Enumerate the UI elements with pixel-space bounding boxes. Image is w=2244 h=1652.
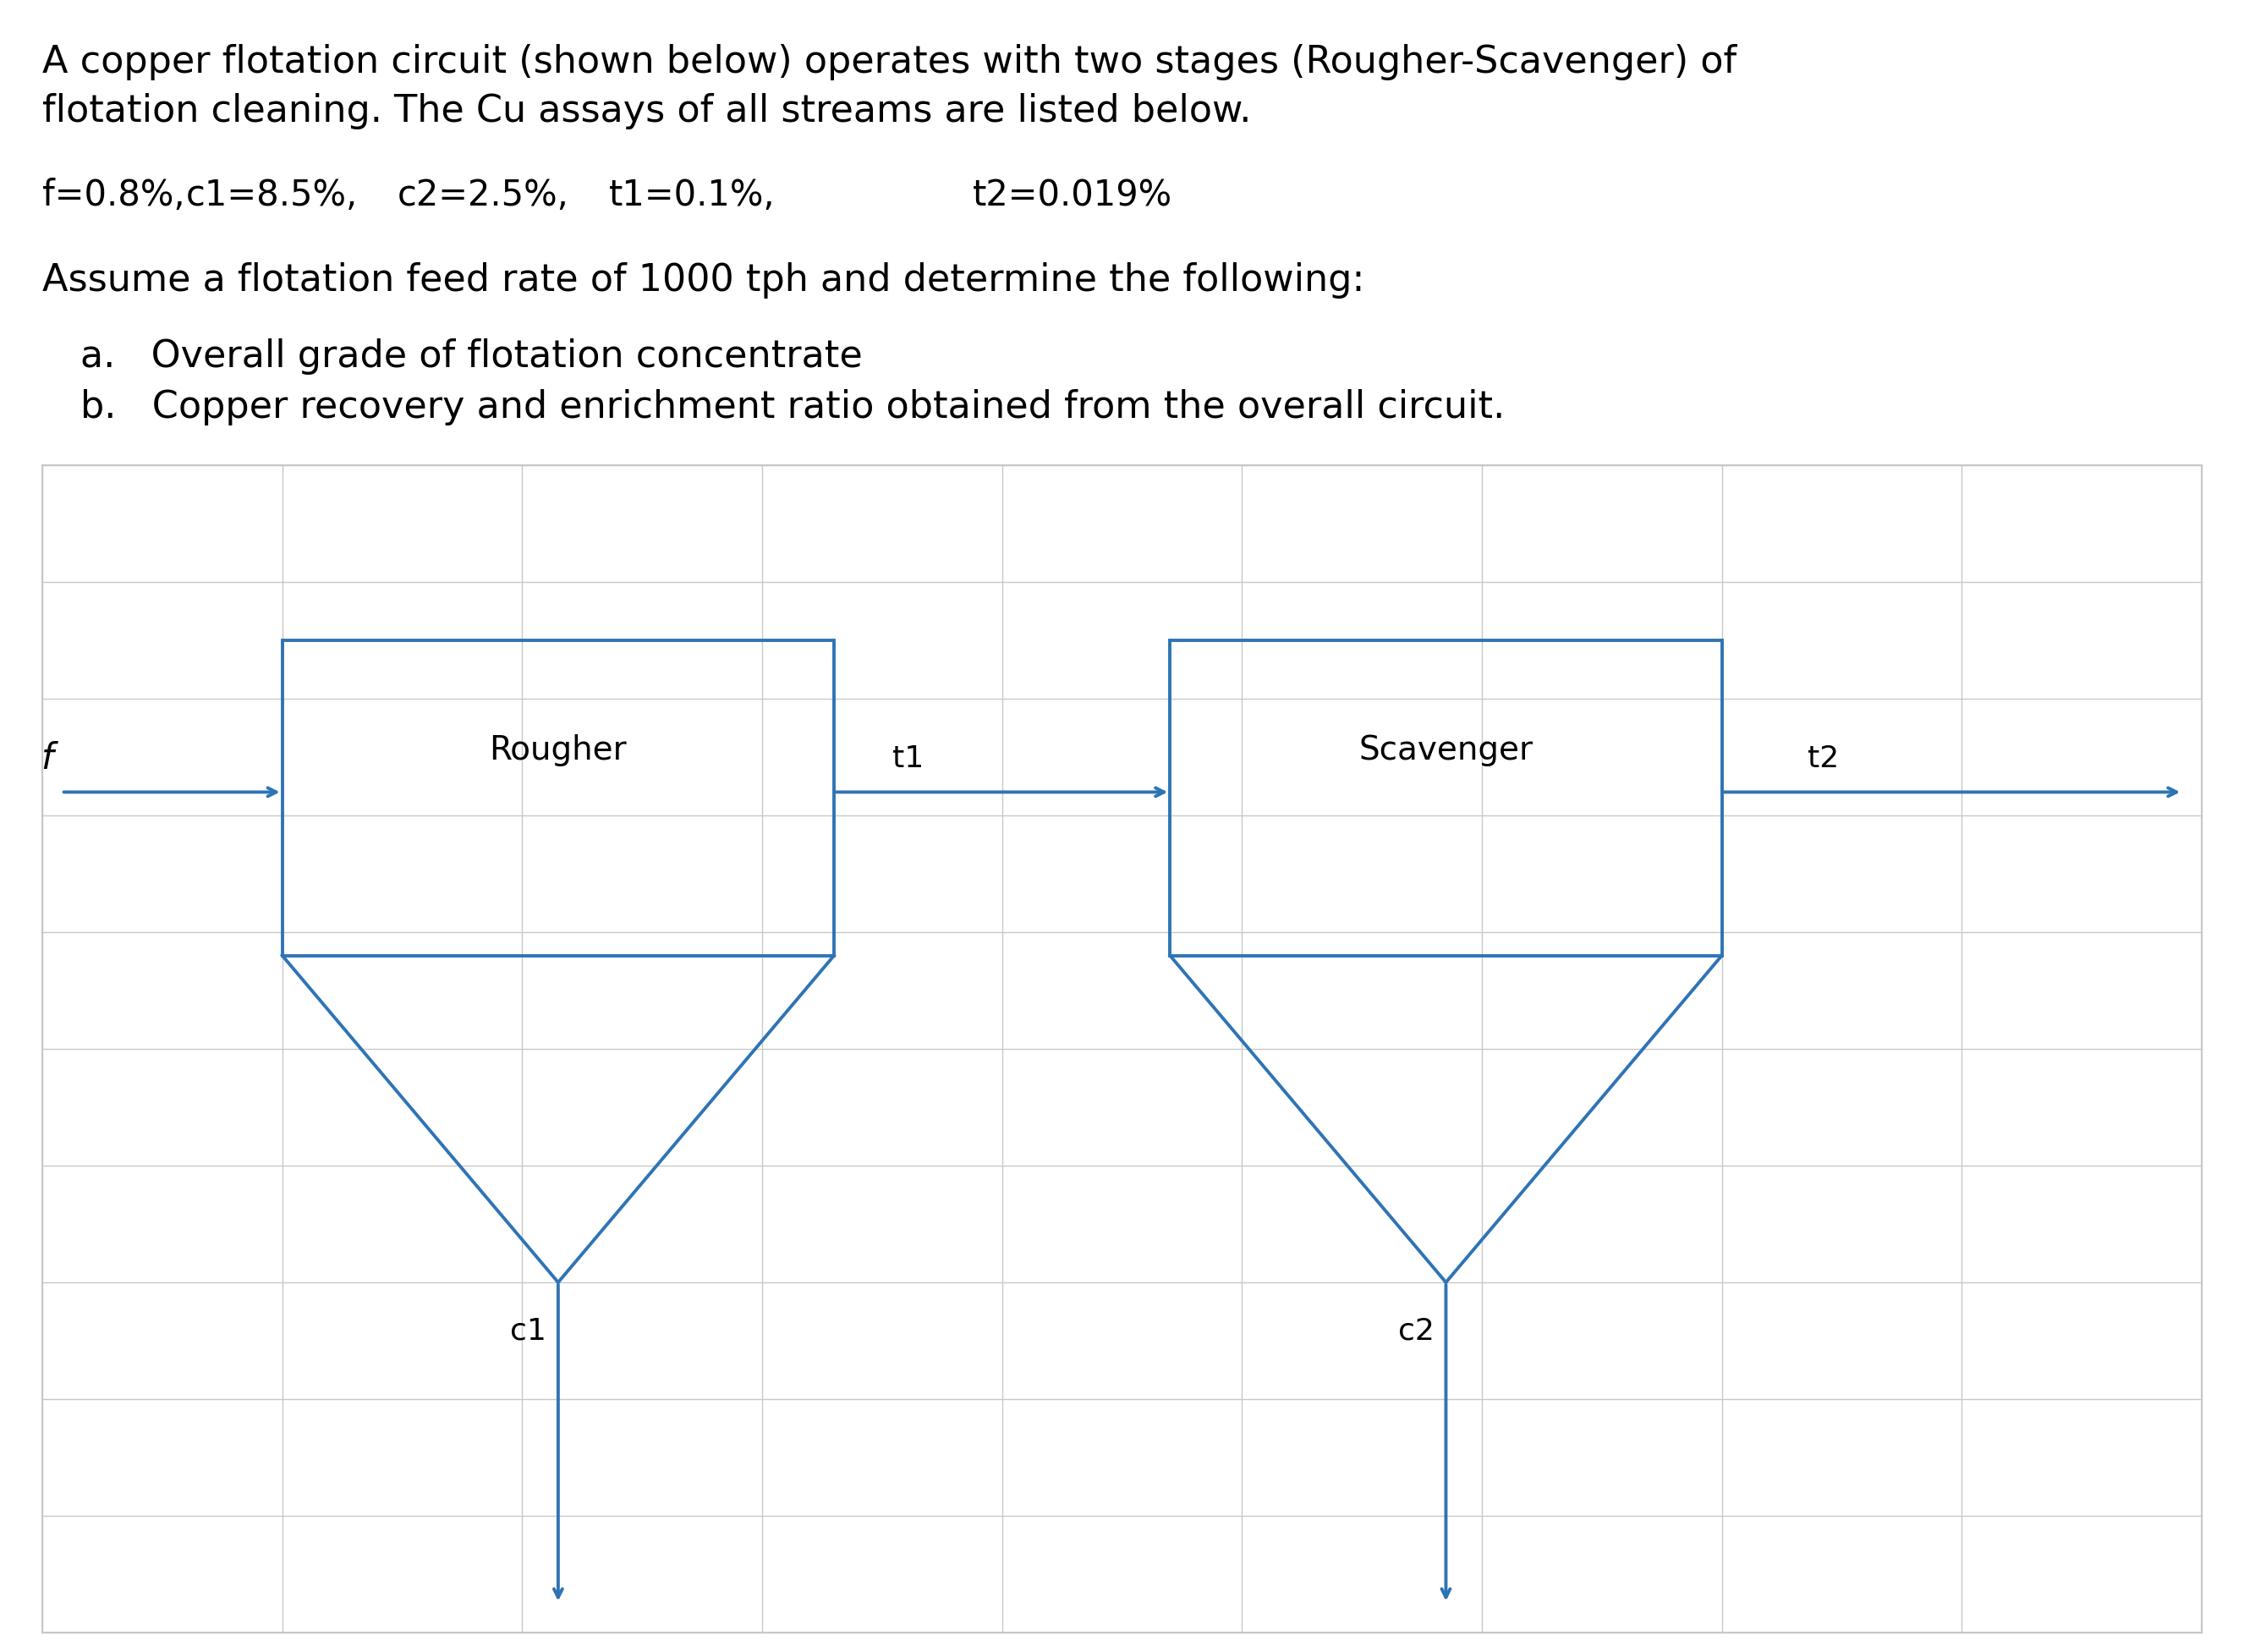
- Text: c1=8.5%,: c1=8.5%,: [186, 178, 359, 213]
- Text: t2: t2: [1806, 745, 1838, 773]
- Text: a.   Overall grade of flotation concentrate: a. Overall grade of flotation concentrat…: [81, 339, 862, 375]
- Text: Scavenger: Scavenger: [1360, 735, 1533, 767]
- Text: flotation cleaning. The Cu assays of all streams are listed below.: flotation cleaning. The Cu assays of all…: [43, 93, 1252, 129]
- Text: t2=0.019%: t2=0.019%: [972, 178, 1171, 213]
- Text: c1: c1: [509, 1317, 545, 1345]
- Bar: [283, 641, 835, 955]
- Text: f=0.8%,: f=0.8%,: [43, 178, 184, 213]
- Text: t1=0.1%,: t1=0.1%,: [608, 178, 776, 213]
- Text: c2: c2: [1398, 1317, 1434, 1345]
- Text: f: f: [40, 742, 54, 776]
- Text: b.   Copper recovery and enrichment ratio obtained from the overall circuit.: b. Copper recovery and enrichment ratio …: [81, 390, 1506, 426]
- Text: c2=2.5%,: c2=2.5%,: [397, 178, 570, 213]
- Bar: [1169, 641, 1721, 955]
- Text: A copper flotation circuit (shown below) operates with two stages (Rougher-Scave: A copper flotation circuit (shown below)…: [43, 45, 1737, 81]
- Text: t1: t1: [893, 745, 925, 773]
- Text: Rougher: Rougher: [489, 735, 626, 767]
- Bar: [43, 466, 2201, 1632]
- Text: Assume a flotation feed rate of 1000 tph and determine the following:: Assume a flotation feed rate of 1000 tph…: [43, 263, 1364, 299]
